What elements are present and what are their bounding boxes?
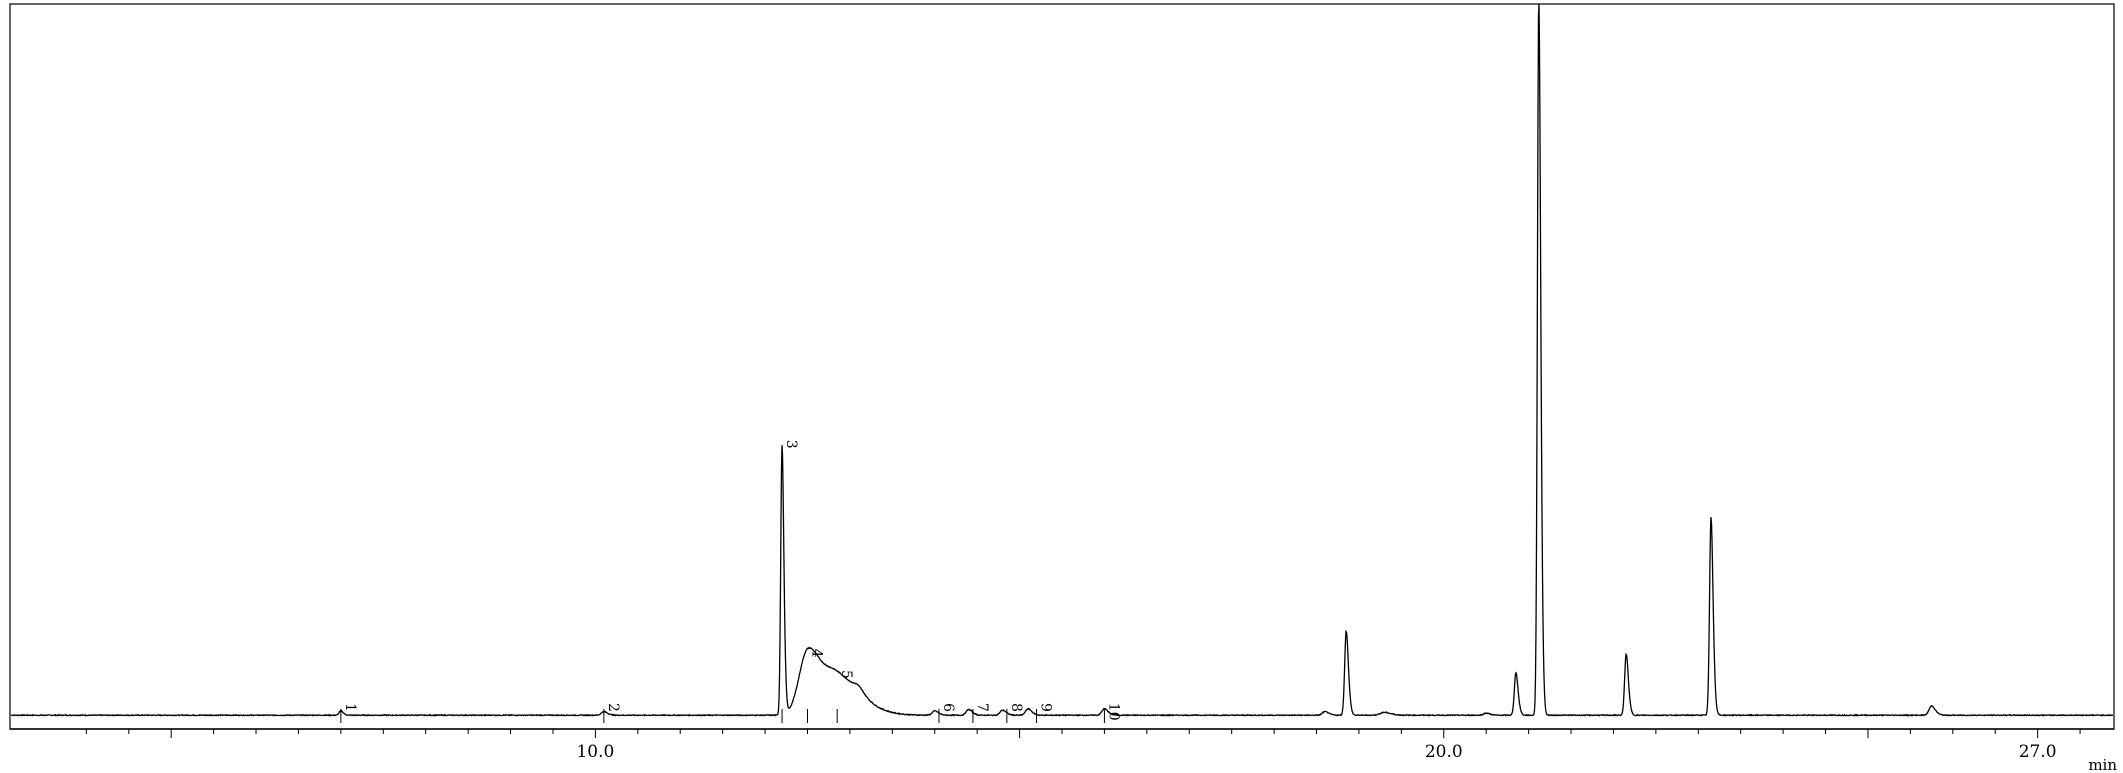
peak-number-label: 10 (1105, 703, 1121, 721)
peak-number-label: 1 (342, 703, 358, 712)
chromatogram-trace (11, 3, 2113, 717)
peak-marker-5: 5 (836, 670, 854, 723)
integration-marks: 1 2 3 4 5 6 7 8 9 10 (340, 440, 1121, 723)
x-tick-label: 20.0 (1425, 742, 1463, 762)
peak-marker-9: 9 (1036, 703, 1054, 723)
peak-marker-7: 7 (972, 703, 990, 723)
x-axis-unit-label: min (2088, 756, 2117, 773)
peak-number-label: 3 (783, 440, 799, 449)
peak-marker-3: 3 (781, 440, 799, 723)
peak-marker-8: 8 (1006, 703, 1024, 723)
x-tick-label: 10.0 (576, 742, 614, 762)
peak-number-label: 2 (605, 703, 621, 712)
peak-number-label: 8 (1008, 703, 1024, 712)
plot-frame (9, 3, 2115, 730)
x-axis-ticks (85, 729, 2081, 738)
peak-marker-6: 6 (938, 703, 956, 723)
peak-marker-10: 10 (1103, 703, 1121, 723)
peak-number-label: 9 (1038, 703, 1054, 712)
peak-marker-1: 1 (340, 703, 358, 723)
peak-marker-4: 4 (806, 649, 824, 723)
peak-number-label: 6 (940, 703, 956, 712)
x-tick-label: 27.0 (2019, 742, 2057, 762)
peak-number-label: 5 (838, 670, 854, 679)
peak-number-label: 7 (974, 703, 990, 712)
x-axis-tick-labels: 10.0 20.0 27.0 (576, 742, 2056, 762)
peak-number-label: 4 (808, 649, 824, 658)
peak-marker-2: 2 (603, 703, 621, 723)
